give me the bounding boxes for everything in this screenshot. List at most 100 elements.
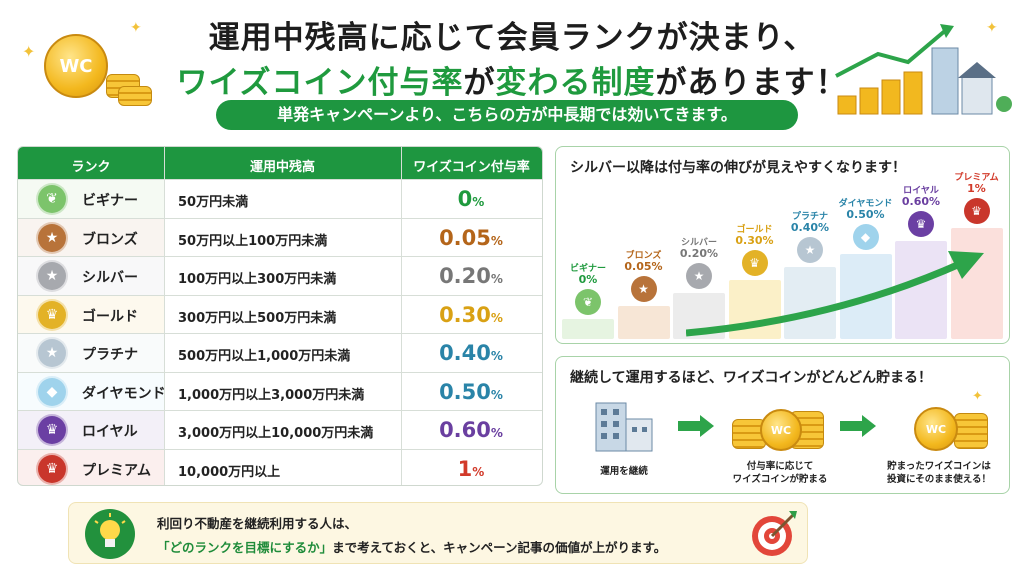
rank-medal-icon: ★ xyxy=(38,262,66,290)
table-row: ◆ ダイヤモンド 1,000万円以上3,000万円未満 0.50% xyxy=(18,371,542,410)
col-balance: 運用中残高 xyxy=(249,160,315,175)
step-rank-name: ダイヤモンド xyxy=(838,199,893,209)
rank-medal-icon: ♛ xyxy=(908,211,934,237)
rank-medal-icon: ♛ xyxy=(963,198,990,224)
coin-stack-icon: WC xyxy=(44,34,164,114)
rank-name: プラチナ xyxy=(82,347,138,363)
rank-medal-icon: ★ xyxy=(630,276,657,302)
coin-rate: 0.05% xyxy=(439,225,503,250)
page-title-line2: ワイズコイン付与率が変わる制度があります！ xyxy=(176,65,848,101)
rank-medal-icon: ♛ xyxy=(38,454,66,483)
tip-line-2: 「どのランクを目標にするか」まで考えておくと、キャンペーン記事の価値が上がります… xyxy=(157,540,667,555)
rank-step xyxy=(617,306,670,339)
rank-medal-icon: ★ xyxy=(686,263,712,289)
step-rate: 0% xyxy=(578,273,598,286)
balance-range: 100万円以上300万円未満 xyxy=(178,272,337,287)
rank-medal-icon: ❦ xyxy=(575,289,601,315)
rank-step xyxy=(784,267,836,339)
rank-name: ブロンズ xyxy=(82,231,138,248)
rank-table: ランク 運用中残高 ワイズコイン付与率 ❦ ビギナー 50万円未満 0% ★ ブロンズ 50… xyxy=(17,146,543,486)
step-rate: 0.30% xyxy=(735,234,774,247)
tip-box: 利回り不動産を継続利用する人は、 「どのランクを目標にするか」まで考えておくと、… xyxy=(68,502,808,564)
growth-buildings-icon: ✦ xyxy=(828,18,1018,118)
lightbulb-icon xyxy=(85,509,135,559)
wc-coin-icon: WC xyxy=(44,34,108,98)
table-row: ★ シルバー 100万円以上300万円未満 0.20% xyxy=(18,256,542,295)
balance-range: 300万円以上500万円未満 xyxy=(178,310,337,326)
table-row: ★ プラチナ 500万円以上1,000万円未満 0.40% xyxy=(18,333,542,372)
rank-medal-icon: ♛ xyxy=(741,250,768,276)
rank-medal-icon: ♛ xyxy=(38,416,66,444)
step-rank-name: ゴールド xyxy=(736,225,773,235)
rank-name: プレミアム xyxy=(82,462,152,479)
rank-medal-icon: ❦ xyxy=(38,185,66,213)
sparkle-icon: ✦ xyxy=(130,20,142,36)
rank-medal-icon: ◆ xyxy=(852,224,879,250)
flow-caption-1: 運用を継続 xyxy=(600,466,648,477)
tip-line-1: 利回り不動産を継続利用する人は、 xyxy=(157,516,358,531)
growth-arrow-icon xyxy=(686,251,984,337)
rank-medal-icon: ★ xyxy=(38,223,66,252)
table-row: ★ ブロンズ 50万円以上100万円未満 0.05% xyxy=(18,217,542,256)
arrow-right-icon xyxy=(840,415,878,437)
coin-rate: 0.50% xyxy=(439,379,503,404)
steps-panel-title: シルバー以降は付与率の伸びが見えやすくなります！ xyxy=(570,160,906,176)
rank-name: シルバー xyxy=(82,270,138,286)
table-row: ♛ ロイヤル 3,000万円以上10,000万円未満 0.60% xyxy=(18,410,542,449)
balance-range: 1,000万円以上3,000万円未満 xyxy=(178,387,365,403)
svg-text:✦: ✦ xyxy=(986,20,998,36)
coin-rate: 0.40% xyxy=(439,341,503,365)
flow-panel: 継続して運用するほど、ワイズコインがどんどん貯まる！ WC WC ✦ 運用を継続… xyxy=(555,356,1010,494)
step-rank-name: シルバー xyxy=(680,238,717,248)
rank-medal-icon: ◆ xyxy=(38,377,66,406)
step-rate: 0.50% xyxy=(846,208,885,221)
step-rate: 0.05% xyxy=(624,260,663,273)
step-rate: 0.20% xyxy=(679,247,719,260)
coin-rate: 0.60% xyxy=(439,418,503,442)
rank-name: ダイヤモンド xyxy=(82,385,166,402)
sparkle-icon: ✦ xyxy=(22,42,36,61)
target-icon xyxy=(752,511,797,556)
col-rate: ワイズコイン付与率 xyxy=(413,160,530,175)
balance-range: 3,000万円以上10,000万円未満 xyxy=(178,426,374,441)
step-rank-name: ブロンズ xyxy=(625,251,662,261)
flow-caption-2: 付与率に応じて ワイズコインが貯まる xyxy=(732,461,828,485)
balance-range: 50万円以上100万円未満 xyxy=(178,233,328,249)
balance-range: 50万円未満 xyxy=(178,195,249,210)
page-title-line1: 運用中残高に応じて会員ランクが決まり、 xyxy=(208,20,816,56)
rank-medal-icon: ♛ xyxy=(38,300,66,329)
step-rate: 1% xyxy=(967,182,986,195)
coin-pile-icon: WC ✦ xyxy=(900,389,1000,455)
step-rate: 0.60% xyxy=(901,195,941,208)
col-rank: ランク xyxy=(71,160,111,175)
coin-pile-icon: WC xyxy=(732,391,832,455)
table-row: ♛ ゴールド 300万円以上500万円未満 0.30% xyxy=(18,294,542,333)
coin-rate: 0.30% xyxy=(439,302,503,327)
table-row: ♛ プレミアム 10,000万円以上 1% xyxy=(18,448,542,485)
arrow-right-icon xyxy=(678,415,716,437)
step-rank-name: ロイヤル xyxy=(903,186,939,196)
balance-range: 500万円以上1,000万円未満 xyxy=(178,349,351,364)
flow-caption-3: 貯まったワイズコインは 投資にそのまま使える！ xyxy=(886,461,992,485)
coin-rate: 1% xyxy=(457,456,485,481)
rank-medal-icon: ★ xyxy=(797,237,823,263)
table-row: ❦ ビギナー 50万円未満 0% xyxy=(18,179,542,218)
step-rank-name: プラチナ xyxy=(791,212,828,222)
rank-step xyxy=(950,228,1003,339)
step-rank-name: プレミアム xyxy=(954,173,999,183)
rank-name: ロイヤル xyxy=(82,424,138,440)
steps-panel: シルバー以降は付与率の伸びが見えやすくなります！ ❦ 0% ビギナー ★ 0.05% ブロ… xyxy=(555,146,1010,344)
balance-range: 10,000万円以上 xyxy=(178,464,281,480)
building-icon xyxy=(595,402,653,452)
rank-name: ゴールド xyxy=(82,308,138,325)
step-rate: 0.40% xyxy=(790,221,830,234)
table-header: ランク 運用中残高 ワイズコイン付与率 xyxy=(18,147,542,179)
rank-medal-icon: ★ xyxy=(38,339,66,367)
rank-name: ビギナー xyxy=(82,193,138,209)
rank-step xyxy=(562,319,614,339)
flow-panel-title: 継続して運用するほど、ワイズコインがどんどん貯まる！ xyxy=(570,370,933,386)
step-rank-name: ビギナー xyxy=(569,264,606,274)
coin-rate: 0% xyxy=(457,187,485,211)
subtitle-banner: 単発キャンペーンより、こちらの方が中長期では効いてきます。 xyxy=(216,100,798,130)
coin-rate: 0.20% xyxy=(439,264,503,288)
